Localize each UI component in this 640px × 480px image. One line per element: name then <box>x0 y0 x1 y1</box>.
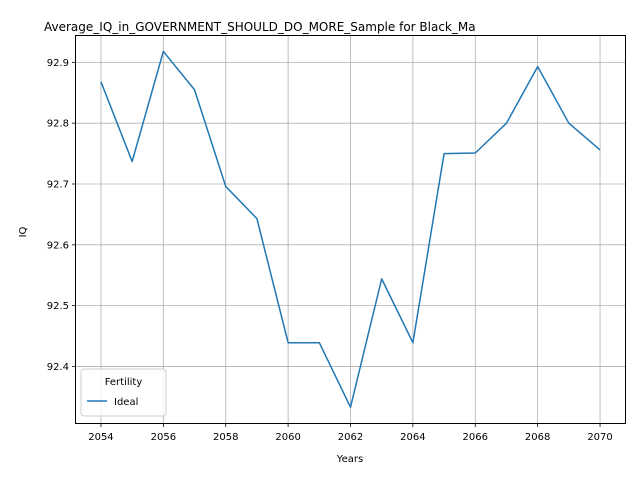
x-tick-label: 2066 <box>463 432 488 443</box>
x-tick-label: 2064 <box>400 432 425 443</box>
y-tick-label: 92.5 <box>47 301 69 312</box>
x-tick-label: 2062 <box>338 432 363 443</box>
y-tick-label: 92.4 <box>47 362 69 373</box>
y-tick-label: 92.8 <box>47 119 69 130</box>
x-tick-label: 2068 <box>525 432 550 443</box>
y-tick-label: 92.6 <box>47 240 69 251</box>
grid-lines <box>76 35 625 423</box>
plot-series <box>100 50 601 408</box>
x-axis-label: Years <box>336 454 363 465</box>
legend-label-ideal: Ideal <box>114 397 138 408</box>
y-tick-label: 92.7 <box>47 179 69 190</box>
series-line-ideal <box>100 50 601 408</box>
x-tick-label: 2054 <box>88 432 113 443</box>
x-axis: 2054 2056 2058 2060 2062 2064 2066 2068 2070 <box>88 423 613 443</box>
y-axis-label: IQ <box>18 226 29 237</box>
x-tick-label: 2058 <box>213 432 238 443</box>
legend-title: Fertility <box>105 377 143 388</box>
y-axis: 92.4 92.5 92.6 92.7 92.8 92.9 <box>47 58 76 373</box>
legend: Fertility Ideal <box>80 368 167 417</box>
x-tick-label: 2056 <box>151 432 176 443</box>
x-tick-label: 2060 <box>275 432 300 443</box>
chart-title: Average_IQ_in_GOVERNMENT_SHOULD_DO_MORE_… <box>44 20 476 34</box>
x-tick-label: 2070 <box>587 432 612 443</box>
legend-box <box>80 368 167 417</box>
y-tick-label: 92.9 <box>47 58 69 69</box>
